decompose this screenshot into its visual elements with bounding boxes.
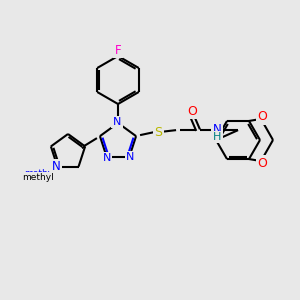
Text: N: N (126, 152, 134, 162)
Text: N: N (113, 117, 121, 127)
Text: methyl: methyl (22, 173, 54, 182)
Text: S: S (154, 126, 162, 139)
Text: N: N (213, 123, 221, 136)
Text: H: H (213, 132, 221, 142)
Text: O: O (257, 110, 267, 123)
Text: O: O (187, 105, 197, 118)
Text: methyl: methyl (25, 169, 56, 178)
Text: N: N (52, 160, 61, 173)
Text: N: N (103, 153, 111, 164)
Text: O: O (257, 157, 267, 169)
Text: F: F (115, 44, 121, 56)
